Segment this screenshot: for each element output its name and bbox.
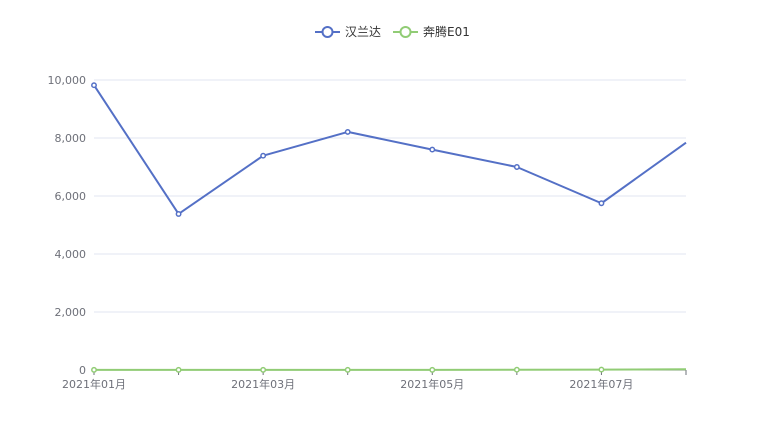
data-point[interactable] <box>91 366 97 373</box>
y-axis: 0 2,000 4,000 6,000 8,000 10,000 <box>48 74 87 377</box>
series-line <box>93 84 687 215</box>
y-tick-label: 6,000 <box>55 190 87 203</box>
legend-label: 汉兰达 <box>345 25 381 39</box>
data-point[interactable] <box>429 146 436 153</box>
x-tick-label: 2021年07月 <box>569 377 633 391</box>
data-point[interactable] <box>344 366 351 373</box>
data-point[interactable] <box>91 82 97 89</box>
data-point[interactable] <box>344 128 351 135</box>
x-axis: 2021年01月 2021年03月 2021年05月 2021年07月 <box>62 369 687 391</box>
y-tick-label: 8,000 <box>55 132 87 145</box>
x-tick-label: 2021年05月 <box>400 377 464 391</box>
data-point[interactable] <box>513 164 520 170</box>
series <box>91 82 687 373</box>
data-point[interactable] <box>513 366 520 373</box>
data-point[interactable] <box>260 152 267 159</box>
data-point[interactable] <box>598 200 605 207</box>
y-tick-label: 2,000 <box>55 306 87 319</box>
legend-marker-icon <box>399 26 412 38</box>
data-point[interactable] <box>598 366 605 373</box>
x-tick-label: 2021年01月 <box>62 377 126 391</box>
grid <box>94 79 686 313</box>
series-1 <box>91 82 687 217</box>
legend-label: 奔腾E01 <box>423 24 470 39</box>
data-point[interactable] <box>429 366 436 373</box>
data-point[interactable] <box>175 366 182 373</box>
legend-item[interactable]: 汉兰达 <box>315 25 381 39</box>
legend[interactable]: 汉兰达 奔腾E01 <box>315 24 470 39</box>
x-tick-label: 2021年03月 <box>231 377 295 391</box>
y-tick-label: 4,000 <box>55 248 87 261</box>
series-2 <box>91 366 687 373</box>
legend-item[interactable]: 奔腾E01 <box>393 24 470 39</box>
y-tick-label: 10,000 <box>48 74 87 87</box>
data-point[interactable] <box>175 211 182 217</box>
legend-marker-icon <box>321 26 334 38</box>
series-line <box>94 368 687 371</box>
y-tick-label: 0 <box>79 364 86 377</box>
data-point[interactable] <box>260 366 267 373</box>
